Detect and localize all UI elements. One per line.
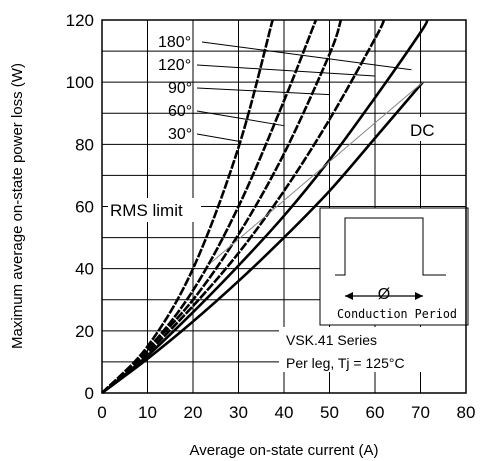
leader-120: [196, 64, 376, 77]
series-line-dc: [101, 81, 424, 395]
series-annotation: VSK.41 Series Per leg, Tj = 125°C: [279, 327, 473, 372]
y-tick-label: 0: [85, 384, 94, 403]
curve-labels: 180° 120° 90° 60° 30° DC RMS limit: [108, 34, 445, 222]
label-120: 120°: [158, 57, 191, 74]
y-tick-label: 100: [66, 73, 94, 92]
y-tick-label: 20: [75, 322, 94, 341]
annotation-line-1: VSK.41 Series: [286, 332, 377, 348]
y-tick-label: 40: [75, 260, 94, 279]
label-dc: DC: [410, 121, 435, 140]
x-tick-label: 10: [138, 403, 157, 422]
x-tick-label: 50: [320, 403, 339, 422]
y-tick-label: 80: [75, 135, 94, 154]
inset-arrow-left: [345, 292, 353, 300]
label-60: 60°: [168, 103, 192, 120]
leader-30: [196, 133, 239, 142]
x-tick-label: 0: [97, 403, 106, 422]
inset-arrow-right: [415, 292, 423, 300]
y-tick-label: 120: [66, 11, 94, 30]
plot-frame: [101, 19, 467, 394]
leader-60: [196, 110, 285, 127]
x-tick-label: 20: [184, 403, 203, 422]
series-line-90: [101, 19, 343, 394]
label-90: 90°: [168, 80, 192, 97]
x-tick-label: 40: [275, 403, 294, 422]
leader-90: [196, 87, 330, 96]
x-tick-label: 80: [457, 403, 476, 422]
label-rms-limit: RMS limit: [110, 201, 183, 220]
y-tick-label: 60: [75, 198, 94, 217]
rms-label-bg: [108, 198, 201, 222]
series-line-60: [101, 19, 386, 394]
y-axis-label: Maximum average on-state power loss (W): [9, 63, 26, 349]
label-180: 180°: [158, 34, 191, 51]
inset-caption: Conduction Period: [337, 307, 457, 321]
series-line-rms-limit: [210, 81, 424, 263]
x-tick-label: 70: [411, 403, 430, 422]
grid: [102, 20, 466, 393]
series-line-120: [101, 19, 318, 394]
label-30: 30°: [168, 126, 192, 143]
x-tick-label: 30: [229, 403, 248, 422]
inset-symbol: Ø: [378, 286, 390, 303]
conduction-inset: Ø Conduction Period: [319, 207, 469, 326]
dc-label-bg: [405, 117, 445, 141]
label-leaders: [196, 41, 412, 142]
inset-waveform: [335, 217, 446, 276]
leader-180: [201, 41, 412, 71]
annotation-box: [279, 327, 473, 372]
x-tick-label: 60: [366, 403, 385, 422]
series-line-180: [101, 19, 274, 394]
x-axis-label: Average on-state current (A): [190, 442, 379, 459]
curves: [101, 19, 429, 395]
series-line-30: [101, 19, 429, 395]
tick-labels: 0 10 20 30 40 50 60 70 80 0 20 40 60 80 100 120: [66, 11, 476, 422]
annotation-line-2: Per leg, Tj = 125°C: [286, 355, 405, 371]
